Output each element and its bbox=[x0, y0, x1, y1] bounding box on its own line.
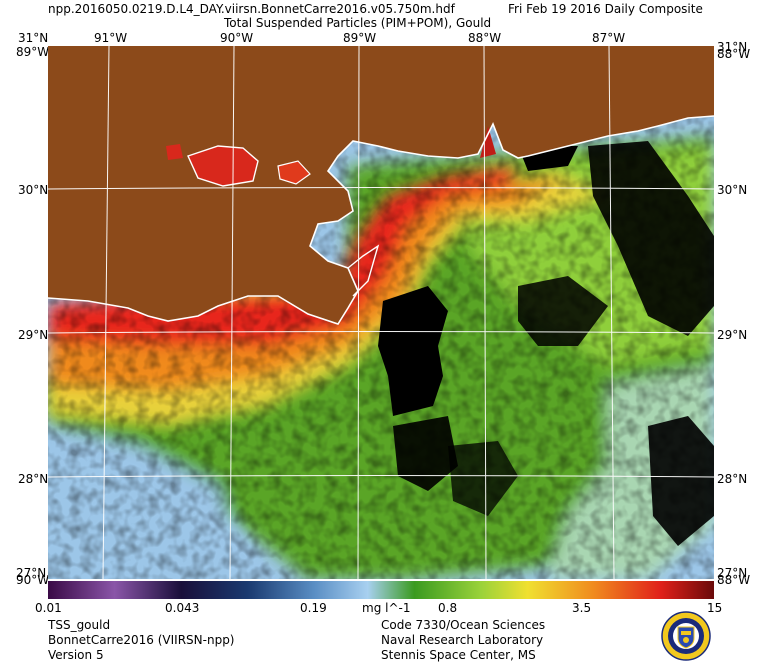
lat-label-30n-left: 30°N bbox=[18, 183, 49, 197]
colorbar-tick-0: 0.01 bbox=[35, 601, 62, 615]
colorbar-units: mg l^-1 bbox=[362, 601, 411, 615]
lat-label-29n-left: 29°N bbox=[18, 328, 49, 342]
corner-bottom-left-lon: 90°W bbox=[16, 573, 50, 587]
colorbar-gradient bbox=[48, 581, 714, 599]
lon-label-91w: 91°W bbox=[94, 31, 128, 45]
colorbar-tick-4: 3.5 bbox=[572, 601, 592, 615]
colorbar-tick-2: 0.19 bbox=[300, 601, 327, 615]
org-name: Naval Research Laboratory bbox=[381, 633, 544, 647]
version-label: Version 5 bbox=[48, 648, 104, 662]
lake-borgne bbox=[278, 161, 310, 184]
lon-label-87w: 87°W bbox=[592, 31, 626, 45]
project-name: BonnetCarre2016 (VIIRSN-npp) bbox=[48, 633, 235, 647]
nrl-seal-icon bbox=[661, 611, 711, 661]
product-title: Total Suspended Particles (PIM+POM), Gou… bbox=[224, 16, 492, 30]
colorbar-tick-1: 0.043 bbox=[165, 601, 200, 615]
file-name: npp.2016050.0219.D.L4_DAY.viirsn.BonnetC… bbox=[48, 2, 455, 16]
corner-top-right-lat: 31°N bbox=[717, 40, 748, 54]
lat-label-30n-right: 30°N bbox=[717, 183, 748, 197]
colorbar-tick-3: 0.8 bbox=[438, 601, 458, 615]
lat-label-29n-right: 29°N bbox=[717, 328, 748, 342]
lat-label-28n-left: 28°N bbox=[18, 472, 49, 486]
corner-top-right-lon: 88°W bbox=[717, 47, 751, 61]
corner-top-left-lat: 31°N bbox=[18, 31, 49, 45]
composite-date: Fri Feb 19 2016 Daily Composite bbox=[508, 2, 703, 16]
tss-map bbox=[48, 46, 714, 579]
corner-bottom-right-lat: 27°N bbox=[717, 566, 748, 580]
org-location: Stennis Space Center, MS bbox=[381, 648, 536, 662]
colorbar bbox=[48, 581, 714, 599]
corner-bottom-right-lon: 88°W bbox=[717, 573, 751, 587]
coastline bbox=[48, 115, 714, 325]
graticule bbox=[48, 46, 714, 579]
corner-bottom-left-lat: 27°N bbox=[16, 566, 47, 580]
lake-pontchartrain bbox=[188, 146, 258, 186]
colorbar-tick-5: 15 bbox=[707, 601, 723, 615]
lake-maurepas bbox=[166, 144, 183, 160]
product-name: TSS_gould bbox=[48, 618, 111, 632]
lon-label-89w: 89°W bbox=[343, 31, 377, 45]
lon-label-90w: 90°W bbox=[220, 31, 254, 45]
corner-top-left-lon: 89°W bbox=[16, 45, 50, 59]
lon-label-88w: 88°W bbox=[468, 31, 502, 45]
lat-label-28n-right: 28°N bbox=[717, 472, 748, 486]
org-code: Code 7330/Ocean Sciences bbox=[381, 618, 546, 632]
land bbox=[48, 46, 714, 324]
